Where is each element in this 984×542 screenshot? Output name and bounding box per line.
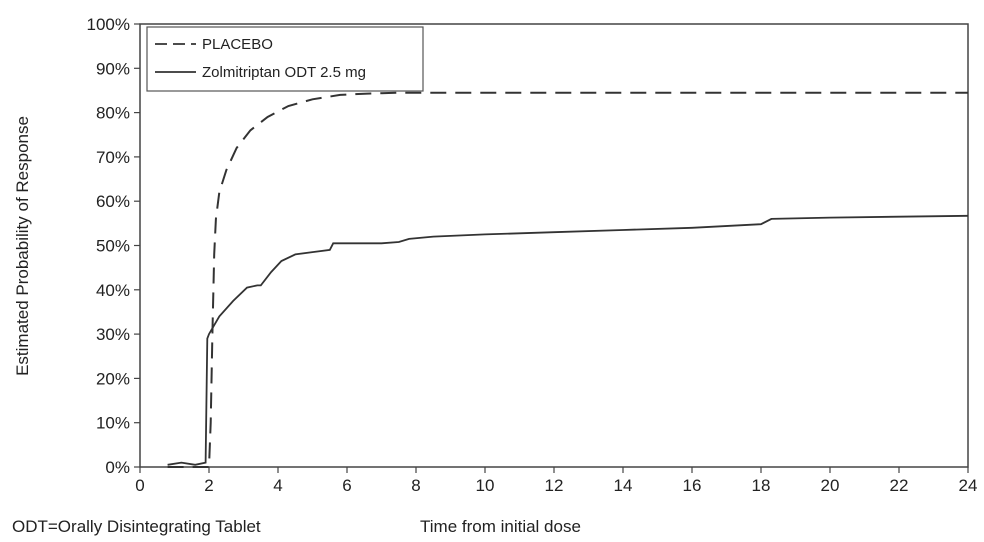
- x-tick-label: 18: [752, 476, 771, 495]
- legend: PLACEBO Zolmitriptan ODT 2.5 mg: [146, 26, 424, 92]
- zolmitriptan-series-line: [167, 214, 969, 466]
- y-tick-label: 80%: [96, 104, 130, 123]
- x-tick-label: 0: [135, 476, 144, 495]
- y-tick-label: 30%: [96, 325, 130, 344]
- y-tick-label: 10%: [96, 414, 130, 433]
- y-axis-label: Estimated Probability of Response: [13, 116, 32, 376]
- x-tick-label: 6: [342, 476, 351, 495]
- x-tick-label: 14: [614, 476, 633, 495]
- footnote-odt: ODT=Orally Disintegrating Tablet: [12, 517, 261, 536]
- y-tick-label: 70%: [96, 148, 130, 167]
- legend-entry-label: Zolmitriptan ODT 2.5 mg: [202, 64, 366, 81]
- x-tick-label: 24: [959, 476, 978, 495]
- y-tick-label: 40%: [96, 281, 130, 300]
- series-lines: [167, 91, 969, 468]
- x-axis-label: Time from initial dose: [420, 517, 581, 536]
- placebo-series-line: [167, 91, 968, 468]
- y-tick-label: 90%: [96, 59, 130, 78]
- y-tick-label: 100%: [87, 15, 130, 34]
- y-tick-label: 0%: [105, 458, 130, 477]
- legend-box: [146, 26, 424, 92]
- x-tick-label: 2: [204, 476, 213, 495]
- y-tick-label: 60%: [96, 192, 130, 211]
- x-tick-label: 16: [683, 476, 702, 495]
- axes: [134, 23, 969, 473]
- y-tick-label: 50%: [96, 237, 130, 256]
- x-tick-label: 4: [273, 476, 282, 495]
- x-tick-label: 8: [411, 476, 420, 495]
- y-tick-label: 20%: [96, 369, 130, 388]
- legend-entry-label: PLACEBO: [202, 36, 273, 53]
- x-tick-label: 20: [821, 476, 840, 495]
- tick-labels: 0%10%20%30%40%50%60%70%80%90%100%0 2 4 6 8 10…: [87, 15, 978, 495]
- x-tick-label: 10: [476, 476, 495, 495]
- x-tick-label: 22: [890, 476, 909, 495]
- x-tick-label: 12: [545, 476, 564, 495]
